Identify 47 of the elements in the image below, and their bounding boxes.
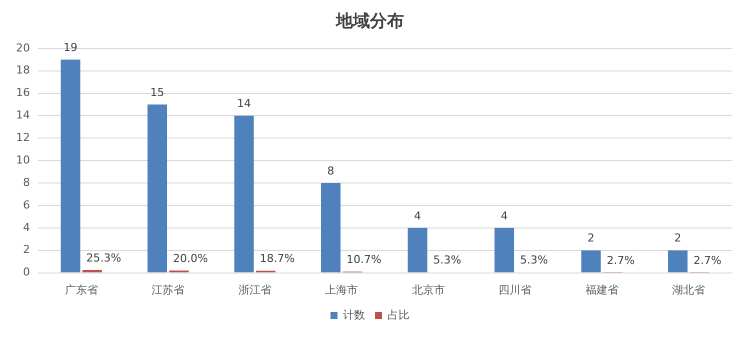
y-tick-label: 10 (16, 153, 30, 166)
x-tick-label: 广东省 (64, 283, 98, 296)
x-tick-label: 江苏省 (152, 283, 185, 296)
data-label: 2.7% (693, 254, 722, 267)
y-tick-label: 2 (22, 243, 30, 256)
data-label: 4 (414, 209, 422, 222)
legend-label: 占比 (388, 308, 410, 322)
y-tick-label: 16 (16, 86, 30, 100)
x-tick-label: 四川省 (498, 283, 532, 296)
x-tick-label: 湖北省 (672, 283, 706, 296)
y-tick-label: 6 (22, 198, 30, 212)
data-label: 8 (327, 164, 334, 178)
data-label: 10.7% (346, 252, 382, 266)
y-tick-label: 20 (16, 41, 30, 54)
data-label: 18.7% (260, 252, 295, 266)
bar (234, 116, 254, 272)
x-tick-label: 浙江省 (238, 283, 272, 296)
legend-label: 计数 (343, 308, 365, 322)
data-label: 5.3% (433, 254, 462, 267)
data-label: 15 (150, 86, 164, 99)
data-label: 25.3% (86, 251, 122, 264)
x-tick-label: 北京市 (412, 283, 445, 296)
data-label: 5.3% (520, 254, 548, 267)
bar (494, 228, 514, 272)
y-tick-label: 4 (22, 220, 30, 234)
data-label: 4 (500, 209, 508, 222)
x-tick-label: 福建省 (585, 283, 618, 296)
y-tick-label: 12 (16, 131, 30, 144)
bar (148, 104, 168, 272)
data-label: 14 (237, 97, 252, 110)
bar (321, 183, 341, 272)
bar (60, 60, 80, 272)
data-label: 2 (674, 232, 682, 245)
y-tick-label: 8 (22, 176, 30, 189)
bar (82, 270, 102, 272)
bar (668, 250, 688, 272)
bar (408, 228, 428, 272)
data-label: 2 (588, 232, 595, 245)
y-tick-label: 18 (16, 64, 30, 77)
data-label: 2.7% (606, 254, 635, 267)
y-tick-label: 14 (16, 108, 30, 122)
chart-title: 地域分布 (335, 12, 404, 32)
y-tick-label: 0 (22, 266, 30, 279)
data-label: 20.0% (172, 252, 208, 265)
data-label: 19 (64, 40, 78, 54)
bar (581, 250, 601, 272)
x-tick-label: 上海市 (325, 283, 358, 296)
